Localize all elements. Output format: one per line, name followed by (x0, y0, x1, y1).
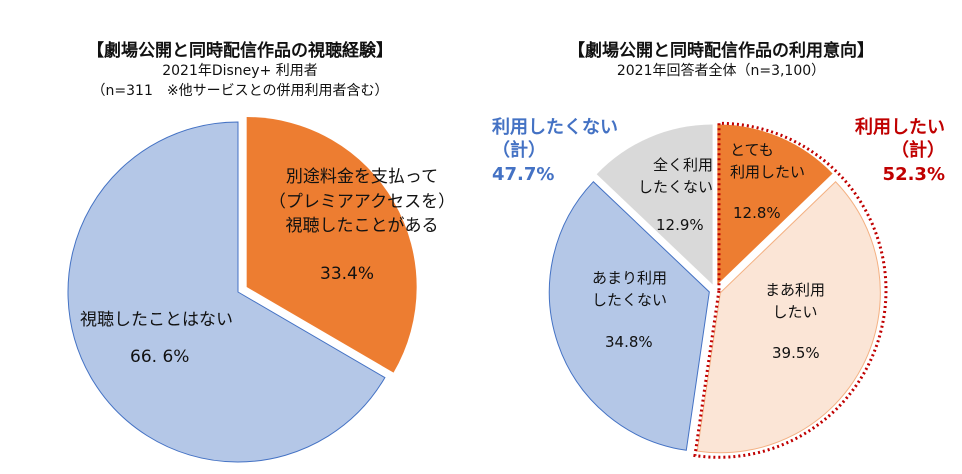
slice-label-never: 視聴したことはない (80, 310, 233, 330)
right-chart-title: 【劇場公開と同時配信作品の利用意向】 (568, 41, 874, 61)
slice-value-somewhat-want: 39.5% (772, 344, 820, 362)
slice-value-paid: 33.4% (320, 264, 375, 284)
left-chart-subtitle-1: 2021年Disney+ 利用者 (162, 63, 318, 79)
slice-value-very-want: 12.8% (733, 204, 781, 222)
group-label-want: 利用したい （計） (855, 117, 945, 162)
slice-value-rather-not: 34.8% (605, 333, 653, 351)
pie-slice-paid (246, 117, 417, 373)
slice-label-paid: 別途料金を支払って （プレミアアクセスを） 視聴したことがある (268, 167, 456, 237)
pie-slice-rather-not (548, 180, 710, 451)
left-chart-title: 【劇場公開と同時配信作品の視聴経験】 (87, 41, 393, 61)
want-group-outline (693, 121, 888, 459)
pie-slice-very-want (717, 124, 833, 285)
group-label-not-want: 利用したくない （計） (492, 117, 618, 162)
right-chart-subtitle: 2021年回答者全体（n=3,100） (616, 63, 826, 79)
slice-label-not-at-all: 全く利用 したくない (638, 156, 714, 196)
group-value-want: 52.3% (882, 164, 945, 185)
slice-label-somewhat-want: まあ利用 したい (765, 281, 826, 321)
pie-slice-never (67, 121, 386, 463)
group-value-not-want: 47.7% (492, 164, 555, 185)
left-chart-subtitle-2: （n=311 ※他サービスとの併用利用者含む） (91, 83, 389, 99)
slice-label-rather-not: あまり利用 したくない (592, 269, 668, 309)
slice-value-not-at-all: 12.9% (656, 216, 704, 234)
pie-slice-somewhat-want (696, 181, 881, 454)
slice-label-very-want: とても 利用したい (730, 141, 806, 181)
pie-slice-not-at-all (596, 124, 713, 285)
slice-value-never: 66. 6% (130, 347, 190, 367)
